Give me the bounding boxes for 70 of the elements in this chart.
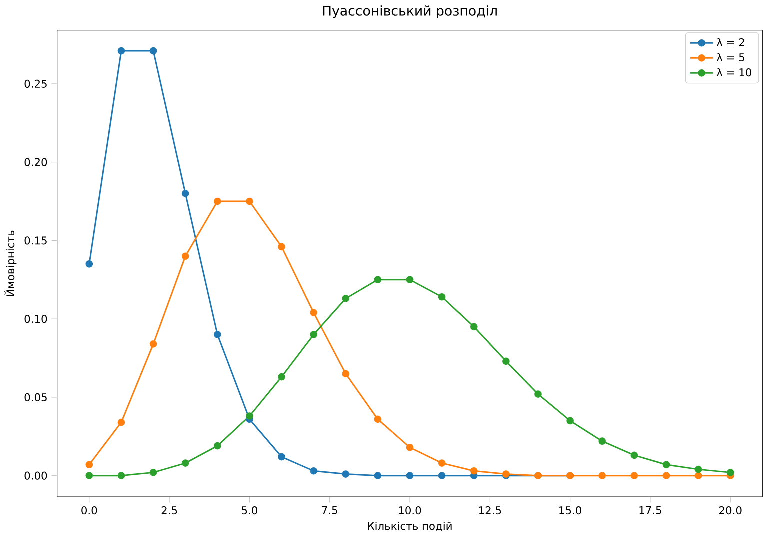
x-axis-title: Кількість подій (368, 522, 452, 532)
x-tick-label: 10.0 (399, 506, 422, 515)
point (182, 460, 190, 467)
legend-label: λ = 2 (716, 38, 744, 46)
point (86, 472, 94, 480)
point (598, 472, 606, 480)
x-tick-label: 17.5 (640, 506, 662, 514)
y-axis-title: Ймовірність (4, 230, 17, 296)
chart-title: Пуассонівський розподіл (323, 6, 497, 19)
point (182, 252, 190, 260)
x-tick-label: 12.5 (479, 506, 502, 515)
point (310, 331, 318, 338)
point (694, 472, 702, 480)
x-tick-label: 7.5 (322, 506, 338, 514)
x-tick-label: 5.0 (242, 506, 258, 515)
point (630, 452, 638, 460)
point (342, 470, 350, 478)
y-tick-label: 0.10 (24, 315, 48, 324)
point (694, 466, 702, 474)
x-tick-label: 2.5 (162, 506, 178, 515)
point (438, 460, 446, 467)
point (374, 472, 382, 480)
point (310, 309, 318, 316)
point (374, 276, 382, 284)
point (310, 467, 318, 475)
x-tick-label: 0.0 (82, 506, 98, 515)
point (630, 472, 638, 480)
point (214, 198, 222, 206)
point (406, 444, 414, 452)
point (470, 323, 478, 331)
point (342, 295, 350, 302)
point (214, 331, 222, 338)
y-tick-label: 0.15 (24, 236, 47, 245)
point (118, 47, 126, 55)
point (342, 370, 350, 378)
point (726, 469, 734, 476)
point (502, 358, 510, 366)
point (438, 293, 446, 301)
point (438, 472, 446, 480)
x-tick-label: 15.0 (560, 506, 582, 515)
point (278, 453, 286, 461)
point (662, 461, 670, 469)
point (86, 461, 94, 469)
point (278, 373, 286, 381)
point (182, 190, 190, 198)
point (406, 472, 414, 480)
point (214, 442, 222, 450)
y-tick-label: 0.05 (24, 393, 47, 402)
point (118, 418, 126, 426)
point (470, 467, 478, 475)
point (534, 390, 542, 398)
y-tick-label: 0.25 (24, 80, 47, 88)
point (566, 417, 574, 425)
legend-label: λ = 5 (716, 53, 744, 62)
point (278, 243, 286, 251)
point (86, 260, 94, 268)
point (374, 416, 382, 424)
legend-label: λ = 10 (716, 68, 752, 77)
point (598, 438, 606, 446)
point (150, 340, 158, 348)
x-tick-label: 20.0 (720, 506, 742, 515)
y-tick-label: 0.20 (24, 158, 48, 166)
y-tick-label: 0.00 (24, 472, 48, 480)
point (150, 47, 158, 55)
point (150, 469, 158, 476)
point (662, 472, 670, 480)
point (246, 198, 254, 206)
point (406, 276, 414, 284)
point (118, 472, 126, 480)
point (246, 412, 254, 420)
